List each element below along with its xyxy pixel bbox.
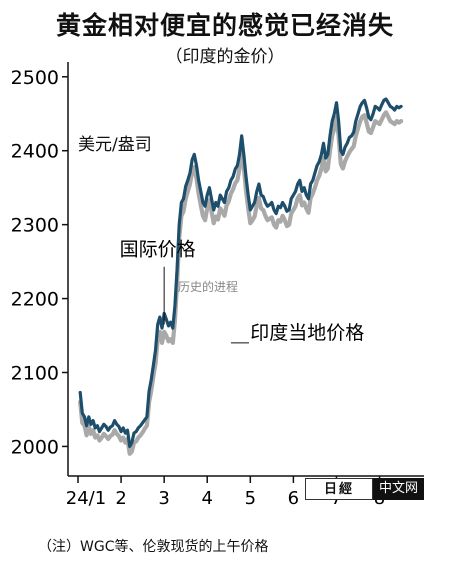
chart-subtitle: （印度的金价） — [165, 47, 285, 67]
y-axis-unit: 美元/盎司 — [78, 135, 152, 155]
footnote: （注）WGC等、伦敦现货的上午价格 — [38, 539, 269, 555]
x-tick-label: 6 — [288, 488, 299, 509]
watermark: 历史的进程 — [178, 280, 239, 294]
series-line-india — [78, 110, 404, 456]
nikkei-cn-label: 中文网 — [373, 478, 425, 500]
nikkei-logo: 日經 — [305, 478, 373, 500]
y-tick-label: 2200 — [11, 289, 59, 311]
x-tick-label: 24/1 — [66, 488, 106, 509]
label-international: 国际价格 — [120, 239, 196, 261]
y-tick-label: 2000 — [11, 436, 59, 458]
y-tick-label: 2400 — [11, 141, 59, 163]
chart-title: 黄金相对便宜的感觉已经消失 — [55, 11, 394, 40]
x-tick-label: 3 — [158, 488, 169, 509]
nikkei-badge: 日經 中文网 — [305, 478, 425, 500]
series-line-international — [78, 97, 403, 448]
x-tick-label: 2 — [115, 488, 126, 509]
x-tick-label: 5 — [245, 488, 256, 509]
y-tick-label: 2100 — [11, 363, 59, 385]
y-tick-label: 2500 — [11, 67, 59, 89]
y-tick-label: 2300 — [11, 215, 59, 237]
label-india: 印度当地价格 — [250, 322, 364, 344]
x-tick-label: 4 — [202, 488, 213, 509]
